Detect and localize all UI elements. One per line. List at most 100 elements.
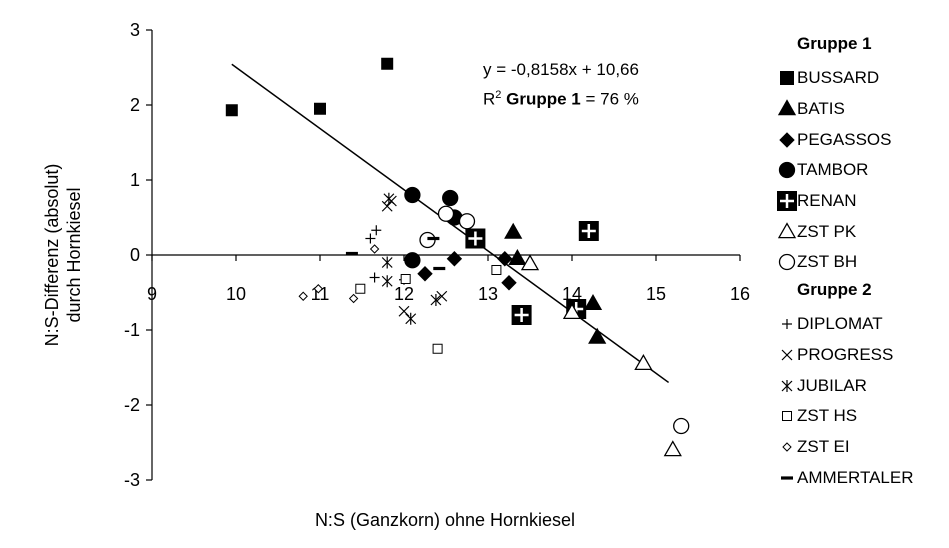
point-zst-bh (673, 417, 690, 435)
legend-item: BATIS (777, 94, 949, 125)
point-tambor (404, 252, 421, 269)
diamond-marker (313, 284, 324, 294)
point-batis (508, 249, 527, 266)
legend-label: ZST EI (797, 436, 850, 456)
circle-marker (778, 162, 796, 179)
legend-item: PEGASSOS (777, 124, 949, 155)
legend-symbol (777, 191, 797, 212)
y-tick-label: 2 (130, 95, 140, 115)
circle-marker (404, 186, 421, 204)
dash-marker (427, 236, 440, 241)
y-tick-label: 1 (130, 170, 140, 190)
point-pegassos (446, 251, 463, 267)
point-jubilar (430, 294, 442, 306)
square-marker (432, 343, 443, 354)
point-zst-hs (432, 343, 443, 354)
point-jubilar (383, 192, 395, 205)
triangle-marker (508, 249, 527, 266)
r2-prefix: R (483, 89, 496, 109)
legend-symbol (781, 349, 793, 361)
legend-symbol (779, 132, 795, 148)
y-axis-label-line2: durch Hornkiesel (64, 187, 84, 323)
point-renan (578, 221, 599, 241)
legend-symbol (782, 319, 792, 330)
point-progress (436, 290, 448, 302)
point-tambor (404, 186, 421, 204)
point-bussard (314, 102, 326, 115)
square-marker (780, 71, 794, 86)
point-jubilar (405, 312, 417, 325)
legend-marker (782, 411, 792, 422)
circle-marker (458, 213, 476, 230)
x-tick-label: 10 (226, 284, 246, 304)
legend-symbol (777, 222, 797, 239)
triangle-marker (562, 303, 582, 320)
point-renan (465, 228, 486, 249)
triangle-marker (777, 99, 797, 116)
point-ammertaler (345, 251, 358, 256)
legend-symbol (782, 411, 792, 422)
point-zst-pk (634, 354, 653, 371)
circle-marker (673, 417, 690, 435)
point-zst-pk (562, 303, 582, 320)
x-tick-label: 16 (730, 284, 750, 304)
point-zst-pk (663, 440, 682, 457)
legend-item: BUSSARD (777, 63, 949, 94)
triangle-marker (663, 440, 682, 457)
legend-symbol (781, 379, 793, 392)
y-tick-label: -1 (124, 320, 140, 340)
y-tick-label: -2 (124, 395, 140, 415)
point-ammertaler (433, 266, 446, 271)
legend-symbol (781, 475, 793, 480)
legend: Gruppe 1 BUSSARD BATIS PEGASSOS TAMBOR RENAN Z… (777, 32, 949, 493)
legend-marker (781, 349, 793, 361)
diamond-marker (446, 251, 463, 267)
legend-label: AMMERTALER (797, 467, 914, 487)
legend-marker (781, 379, 793, 392)
x-tick-label: 12 (394, 284, 414, 304)
x-b (781, 349, 793, 361)
legend-item: TAMBOR (777, 155, 949, 186)
legend-marker (777, 191, 797, 212)
x-b (398, 305, 410, 317)
point-zst-hs (355, 283, 366, 294)
dash-marker (433, 266, 446, 271)
diamond-marker (501, 275, 517, 291)
square-marker (225, 104, 238, 117)
y-tick-label: -3 (124, 470, 140, 490)
legend-label: BATIS (797, 99, 845, 119)
legend-marker (778, 254, 796, 271)
point-batis (583, 294, 603, 311)
point-progress (381, 200, 393, 212)
triangle-marker (777, 222, 797, 239)
regression-r2: R2 Gruppe 1 = 76 % (483, 89, 639, 110)
point-batis (588, 327, 607, 344)
circle-marker (442, 189, 459, 207)
square-marker (400, 274, 411, 284)
legend-item: ZST BH (777, 247, 949, 278)
diamond-marker (348, 293, 359, 304)
point-batis (504, 222, 523, 239)
legend-marker (778, 162, 796, 179)
diamond-marker (782, 442, 792, 452)
legend-label: PROGRESS (797, 344, 894, 364)
legend-marker (780, 71, 794, 86)
legend-symbol (778, 162, 796, 179)
y-tick-label: 3 (130, 20, 140, 40)
regression-equation: y = -0,8158x + 10,66 (483, 60, 639, 79)
point-zst-ei (298, 291, 308, 301)
point-zst-hs (491, 265, 502, 275)
dash-marker (345, 251, 358, 256)
x-tick-label: 13 (478, 284, 498, 304)
square-marker (491, 265, 502, 275)
legend-label: TAMBOR (797, 160, 869, 180)
legend-item: AMMERTALER (777, 462, 949, 493)
diamond-marker (497, 251, 513, 267)
point-tambor (442, 189, 459, 207)
point-pegassos (497, 251, 513, 267)
point-zst-ei (369, 244, 380, 254)
diamond-marker (369, 244, 380, 254)
point-zst-bh (437, 205, 455, 222)
